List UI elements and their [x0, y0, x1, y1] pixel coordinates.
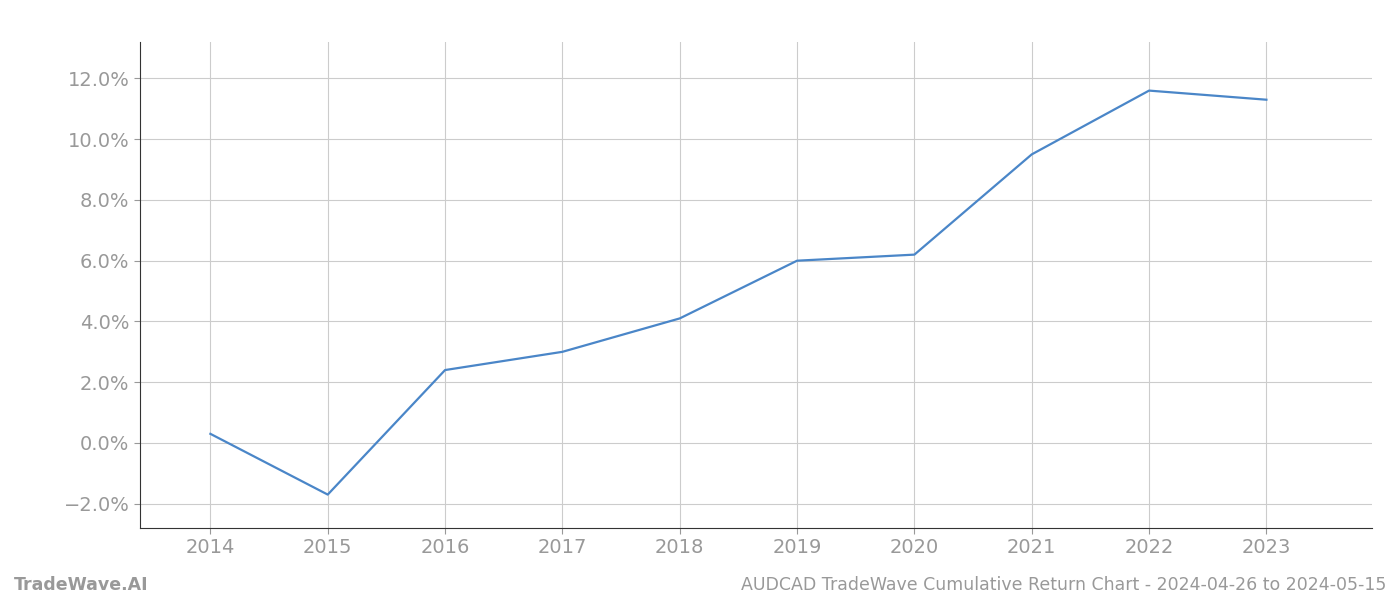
Text: TradeWave.AI: TradeWave.AI: [14, 576, 148, 594]
Text: AUDCAD TradeWave Cumulative Return Chart - 2024-04-26 to 2024-05-15: AUDCAD TradeWave Cumulative Return Chart…: [741, 576, 1386, 594]
